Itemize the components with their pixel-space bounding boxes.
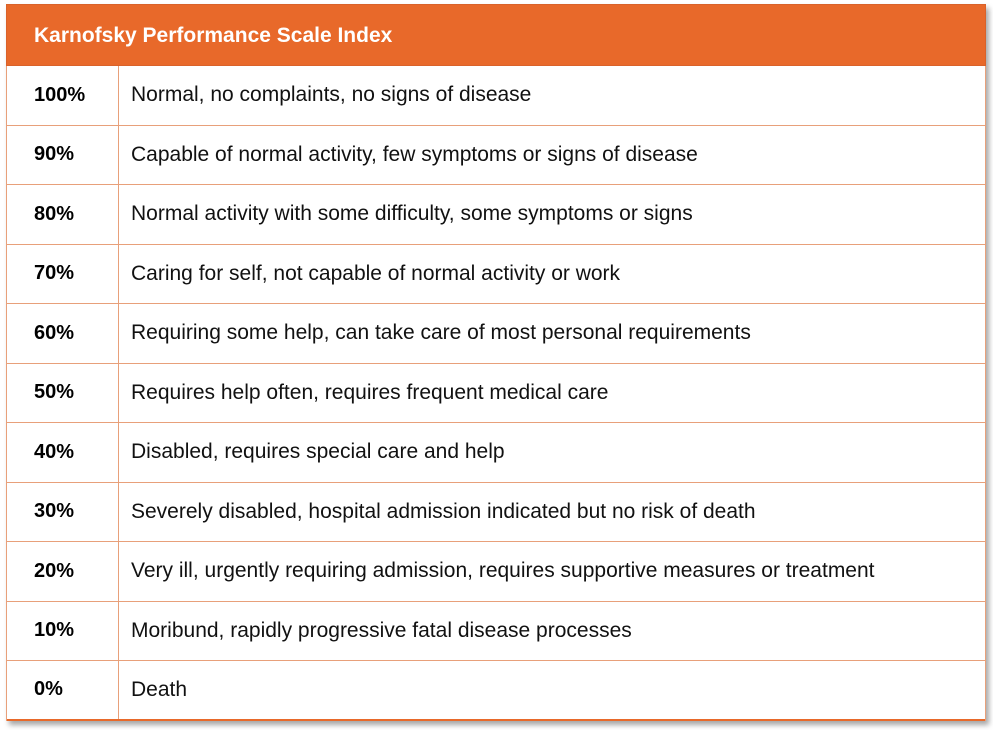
table-row: 70% Caring for self, not capable of norm… <box>7 244 985 304</box>
table-row: 60% Requiring some help, can take care o… <box>7 304 985 364</box>
table-row: 30% Severely disabled, hospital admissio… <box>7 482 985 542</box>
table-row: 20% Very ill, urgently requiring admissi… <box>7 542 985 602</box>
table-title: Karnofsky Performance Scale Index <box>6 4 986 66</box>
description-cell: Caring for self, not capable of normal a… <box>131 261 621 285</box>
description-cell: Death <box>131 677 188 701</box>
table-body: 100% Normal, no complaints, no signs of … <box>6 66 986 721</box>
karnofsky-table: Karnofsky Performance Scale Index 100% N… <box>6 4 986 721</box>
description-cell: Disabled, requires special care and help <box>131 440 505 464</box>
score-cell: 60% <box>7 304 119 363</box>
description-cell: Requires help often, requires frequent m… <box>131 380 609 404</box>
description-cell: Normal activity with some difficulty, so… <box>131 202 693 226</box>
description-cell: Moribund, rapidly progressive fatal dise… <box>131 618 632 642</box>
score-cell: 20% <box>7 542 119 601</box>
table-row: 80% Normal activity with some difficulty… <box>7 185 985 245</box>
score-cell: 50% <box>7 363 119 422</box>
description-cell: Capable of normal activity, few symptoms… <box>131 142 698 166</box>
score-cell: 70% <box>7 244 119 303</box>
score-cell: 0% <box>7 661 119 719</box>
description-cell: Normal, no complaints, no signs of disea… <box>131 83 532 107</box>
score-cell: 40% <box>7 423 119 482</box>
description-cell: Severely disabled, hospital admission in… <box>131 499 756 523</box>
table-row: 90% Capable of normal activity, few symp… <box>7 125 985 185</box>
score-cell: 90% <box>7 125 119 184</box>
description-cell: Requiring some help, can take care of mo… <box>131 321 751 345</box>
score-cell: 80% <box>7 185 119 244</box>
table-row: 10% Moribund, rapidly progressive fatal … <box>7 601 985 661</box>
score-cell: 100% <box>7 66 119 125</box>
description-cell: Very ill, urgently requiring admission, … <box>131 559 875 583</box>
score-cell: 10% <box>7 601 119 660</box>
table-row: 100% Normal, no complaints, no signs of … <box>7 66 985 126</box>
table-row: 50% Requires help often, requires freque… <box>7 363 985 423</box>
score-cell: 30% <box>7 482 119 541</box>
table-row: 0% Death <box>7 661 985 721</box>
table-row: 40% Disabled, requires special care and … <box>7 423 985 483</box>
